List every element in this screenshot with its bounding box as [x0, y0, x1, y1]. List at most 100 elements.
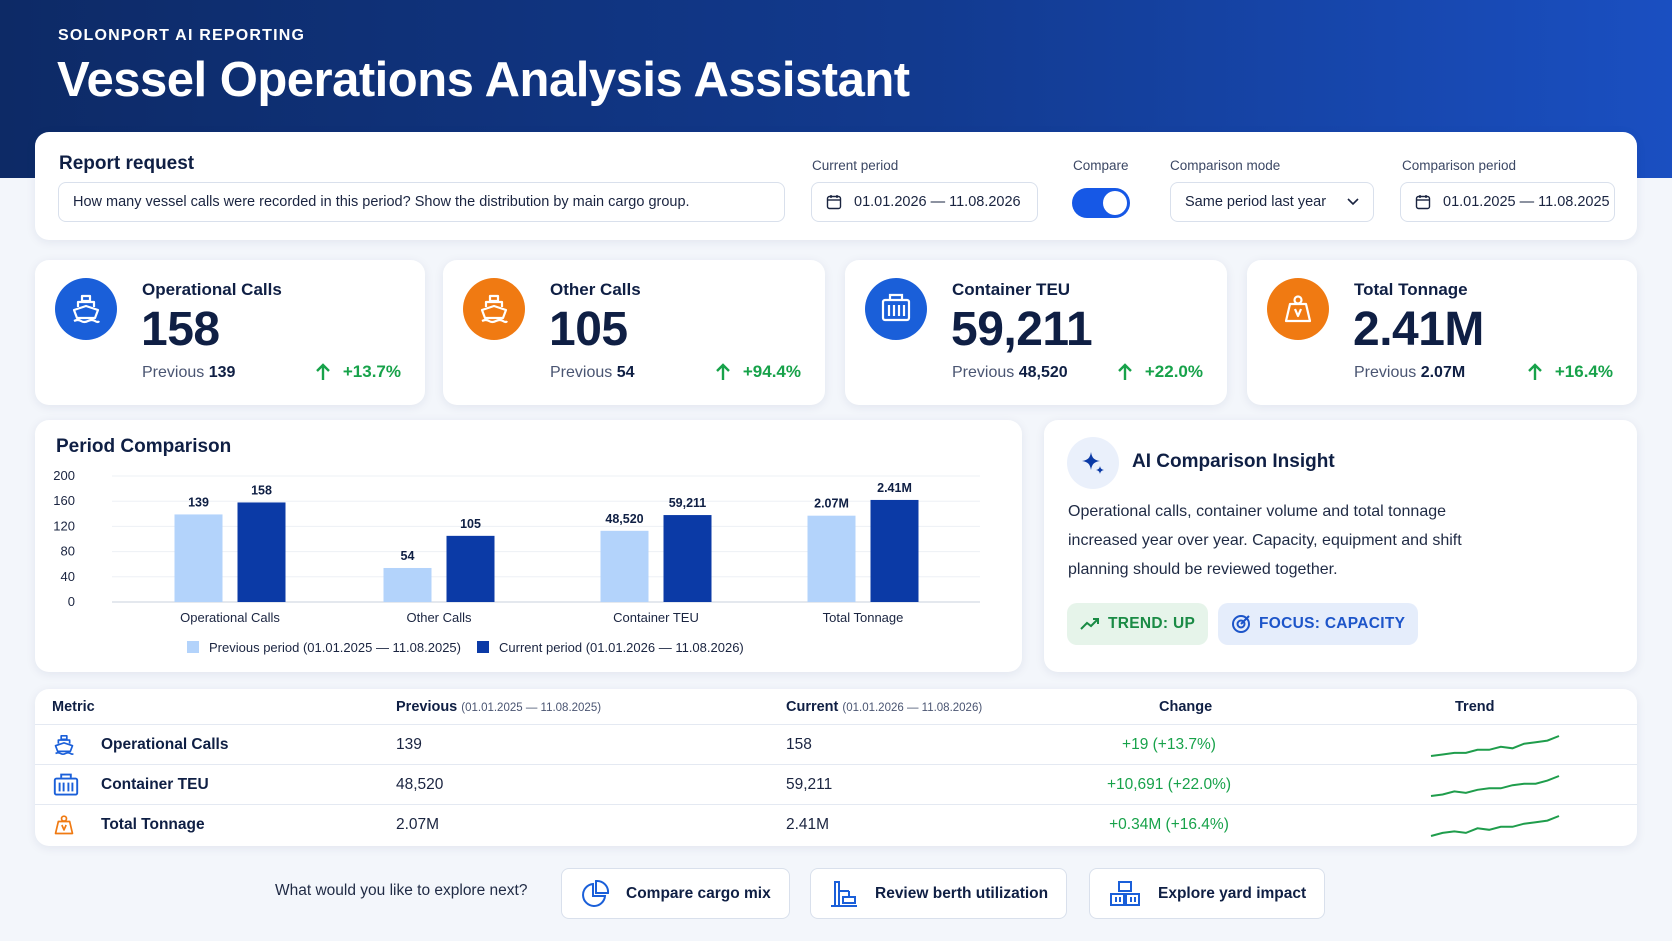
comparison-period-label: Comparison period — [1402, 158, 1517, 173]
table-row[interactable]: Container TEU 48,520 59,211 +10,691 (+22… — [35, 765, 1637, 805]
kpi-change: +13.7% — [315, 362, 401, 382]
row-current: 2.41M — [786, 816, 830, 833]
kpi-value: 105 — [549, 303, 628, 356]
y-tick-label: 40 — [61, 569, 75, 584]
legend-label: Current period (01.01.2026 — 11.08.2026) — [499, 640, 744, 655]
kpi-change: +94.4% — [715, 362, 801, 382]
data-label: 2.41M — [877, 481, 912, 495]
chart-title: Period Comparison — [56, 436, 232, 457]
trend-badge[interactable]: TREND: UP — [1067, 603, 1209, 645]
row-previous: 2.07M — [396, 816, 440, 833]
bar-current — [237, 502, 286, 602]
current-period-picker[interactable]: 01.01.2026 — 11.08.2026 — [811, 182, 1038, 222]
explore-yard-impact-button[interactable]: Explore yard impact — [1089, 868, 1326, 919]
containers-stack-icon — [1110, 880, 1140, 906]
row-metric: Operational Calls — [101, 736, 229, 753]
table-row[interactable]: Operational Calls 139 158 +19 (+13.7%) — [35, 725, 1637, 765]
row-previous: 48,520 — [396, 776, 444, 793]
data-label: 2.07M — [814, 497, 849, 511]
focus-badge[interactable]: FOCUS: CAPACITY — [1218, 603, 1419, 645]
table-header: Metric Previous (01.01.2025 — 11.08.2025)… — [35, 689, 1637, 725]
compare-cargo-mix-button[interactable]: Compare cargo mix — [561, 868, 790, 919]
crane-icon — [831, 880, 857, 907]
bar-previous — [174, 514, 223, 602]
kpi-name: Other Calls — [550, 280, 641, 299]
weight-icon — [1267, 278, 1329, 340]
y-tick-label: 0 — [68, 594, 75, 609]
y-tick-label: 80 — [61, 544, 75, 559]
row-change: +10,691 (+22.0%) — [1106, 776, 1232, 793]
comparison-mode-label: Comparison mode — [1170, 158, 1281, 173]
explore-question: What would you like to explore next? — [275, 882, 528, 899]
chevron-down-icon — [1347, 198, 1359, 206]
header-trend: Trend — [1455, 699, 1495, 715]
row-current: 59,211 — [786, 776, 833, 793]
comparison-mode-value: Same period last year — [1185, 194, 1327, 210]
arrow-up-icon — [1118, 363, 1132, 380]
review-berth-utilization-button[interactable]: Review berth utilization — [810, 868, 1068, 919]
header-previous: Previous (01.01.2025 — 11.08.2025) — [396, 699, 602, 715]
row-metric: Total Tonnage — [101, 816, 205, 833]
insight-title: AI Comparison Insight — [1132, 451, 1335, 472]
trending-up-icon — [1080, 618, 1099, 630]
container-icon — [865, 278, 927, 340]
query-input[interactable]: How many vessel calls were recorded in t… — [58, 182, 785, 222]
report-request-card: Report request How many vessel calls wer… — [35, 132, 1637, 240]
data-label: 105 — [460, 517, 481, 531]
kpi-previous: Previous 54 — [550, 364, 635, 381]
sparkline-path — [1430, 735, 1560, 757]
target-icon — [1232, 615, 1250, 633]
sparkline-path — [1430, 775, 1560, 797]
ship-icon — [52, 733, 76, 762]
kpi-change: +22.0% — [1117, 362, 1203, 382]
trend-sparkline — [1430, 775, 1560, 797]
kpi-card-operational-calls: Operational Calls 158 Previous 139 +13.7… — [35, 260, 425, 405]
row-metric: Container TEU — [101, 776, 209, 793]
data-label: 139 — [188, 495, 209, 509]
ship-icon — [463, 278, 525, 340]
data-label: 48,520 — [605, 512, 643, 526]
legend-label: Previous period (01.01.2025 — 11.08.2025… — [209, 640, 461, 655]
weight-icon — [52, 813, 76, 842]
kpi-value: 2.41M — [1353, 303, 1484, 356]
data-label: 54 — [401, 549, 415, 563]
kpi-previous: Previous 48,520 — [952, 364, 1068, 381]
bar-previous — [807, 515, 856, 602]
kpi-card-container-teu: Container TEU 59,211 Previous 48,520 +22… — [845, 260, 1227, 405]
y-tick-label: 120 — [53, 518, 75, 533]
kpi-name: Container TEU — [952, 280, 1071, 299]
comparison-period-picker[interactable]: 01.01.2025 — 11.08.2025 — [1400, 182, 1615, 222]
table-row[interactable]: Total Tonnage 2.07M 2.41M +0.34M (+16.4%… — [35, 805, 1637, 845]
x-category-label: Other Calls — [406, 610, 472, 625]
header-metric: Metric — [52, 699, 95, 715]
insight-text: Operational calls, container volume and … — [1068, 503, 1462, 578]
legend-swatch — [477, 641, 489, 653]
x-category-label: Operational Calls — [180, 610, 280, 625]
compare-toggle[interactable] — [1072, 188, 1130, 218]
arrow-up-icon — [716, 363, 730, 380]
current-period-value: 01.01.2026 — 11.08.2026 — [854, 194, 1021, 210]
page-title: Vessel Operations Analysis Assistant — [57, 53, 910, 107]
kpi-previous: Previous 2.07M — [1354, 364, 1466, 381]
bar-chart: 0 40 80 120 160 200 139 158 Operational Calls 54 1… — [53, 468, 980, 655]
row-change: +0.34M (+16.4%) — [1109, 816, 1229, 833]
data-label: 158 — [251, 483, 272, 497]
pie-chart-icon — [582, 879, 610, 907]
row-previous: 139 — [396, 736, 422, 753]
header-current: Current (01.01.2026 — 11.08.2026) — [786, 699, 983, 715]
container-icon — [52, 773, 80, 802]
sparkline-path — [1430, 815, 1560, 837]
row-change: +19 (+13.7%) — [1122, 736, 1216, 753]
trend-sparkline — [1430, 735, 1560, 757]
bar-previous — [600, 530, 649, 602]
comparison-mode-select[interactable]: Same period last year — [1170, 182, 1374, 222]
bar-current — [870, 499, 919, 602]
kpi-card-total-tonnage: Total Tonnage 2.41M Previous 2.07M +16.4… — [1247, 260, 1637, 405]
current-period-label: Current period — [812, 158, 899, 173]
x-category-label: Total Tonnage — [823, 610, 904, 625]
y-tick-label: 160 — [53, 493, 75, 508]
ship-icon — [55, 278, 117, 340]
kpi-change: +16.4% — [1527, 362, 1613, 382]
toggle-knob — [1103, 191, 1127, 215]
metrics-table: Metric Previous (01.01.2025 — 11.08.2025)… — [35, 689, 1637, 846]
